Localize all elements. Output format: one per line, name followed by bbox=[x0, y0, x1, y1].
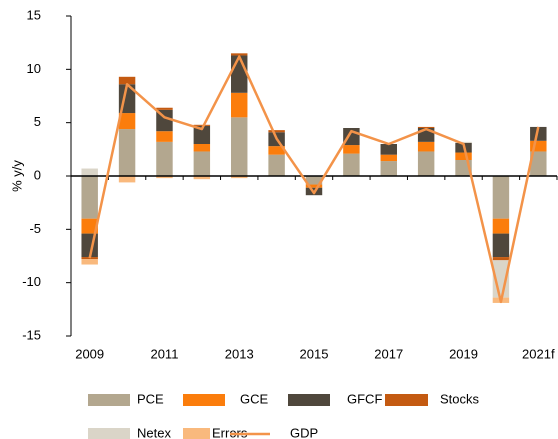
bar-segment bbox=[193, 144, 211, 152]
x-tick-label: 2019 bbox=[449, 346, 478, 361]
legend-swatch bbox=[183, 394, 225, 406]
legend-label: GFCF bbox=[347, 391, 382, 406]
bar-segment bbox=[417, 126, 435, 128]
bar-segment bbox=[417, 151, 435, 176]
bar-segment bbox=[380, 144, 397, 155]
bar-segment bbox=[193, 176, 211, 180]
line-series bbox=[88, 55, 540, 304]
bar-segment bbox=[193, 125, 211, 144]
legend-label: Netex bbox=[137, 425, 171, 439]
bar-segment bbox=[492, 176, 510, 219]
bar-segment bbox=[343, 153, 360, 176]
bar-segment bbox=[492, 257, 510, 261]
x-tick-label: 2021f bbox=[522, 346, 555, 361]
bar-segment bbox=[268, 130, 285, 133]
y-tick-label: -5 bbox=[29, 221, 41, 236]
legend-swatch bbox=[88, 428, 130, 439]
legend-swatch bbox=[288, 394, 330, 406]
bar-segment bbox=[193, 124, 211, 126]
bar-segment bbox=[231, 55, 248, 93]
bar-segment bbox=[81, 257, 98, 260]
bar-segment bbox=[530, 126, 547, 141]
bar-segment bbox=[193, 151, 211, 176]
legend-label: GDP bbox=[290, 425, 318, 439]
bar-segment bbox=[118, 76, 136, 85]
bar-segment bbox=[530, 151, 547, 176]
x-tick-label: 2015 bbox=[300, 346, 329, 361]
bar-segment bbox=[530, 140, 547, 152]
y-tick-label: 0 bbox=[34, 167, 41, 182]
y-tick-label: -15 bbox=[22, 327, 41, 342]
bar-segment bbox=[380, 161, 397, 176]
bar-segment bbox=[492, 218, 510, 234]
legend-label: GCE bbox=[240, 391, 269, 406]
y-tick-label: 5 bbox=[34, 114, 41, 129]
bar-segment bbox=[118, 113, 136, 130]
bar-segment bbox=[231, 117, 248, 176]
bar-segment bbox=[81, 218, 98, 234]
x-tick-label: 2013 bbox=[225, 346, 254, 361]
bar-segment bbox=[231, 92, 248, 118]
bar-segment bbox=[492, 233, 510, 258]
legend-swatch bbox=[183, 428, 210, 439]
y-tick-label: 10 bbox=[27, 61, 41, 76]
bar-segment bbox=[81, 259, 98, 265]
bar-segment bbox=[268, 154, 285, 176]
bar-segment bbox=[455, 152, 472, 160]
x-tick-label: 2017 bbox=[374, 346, 403, 361]
y-axis-label: % y/y bbox=[9, 160, 24, 192]
bar-segment bbox=[231, 176, 248, 179]
bar-segment bbox=[380, 154, 397, 162]
x-tick-label: 2009 bbox=[75, 346, 104, 361]
legend-label: PCE bbox=[137, 391, 164, 406]
bar-segment bbox=[156, 107, 173, 110]
bar-segment bbox=[268, 146, 285, 155]
bar-segment bbox=[81, 168, 98, 176]
bar-segment bbox=[231, 53, 248, 56]
bar-segment bbox=[118, 129, 136, 176]
legend-label: Stocks bbox=[440, 391, 480, 406]
y-tick-label: -10 bbox=[22, 274, 41, 289]
bar-segment bbox=[455, 141, 472, 143]
x-tick-label: 2011 bbox=[150, 346, 178, 361]
bar-segment bbox=[343, 145, 360, 154]
legend-label: Errors bbox=[212, 425, 248, 439]
bar-segment bbox=[156, 141, 173, 176]
bar-segment bbox=[305, 184, 323, 188]
bar-segment bbox=[305, 176, 323, 185]
y-tick-label: 15 bbox=[27, 7, 41, 22]
bar-segment bbox=[81, 176, 98, 219]
bar-segment bbox=[417, 141, 435, 152]
legend-swatch bbox=[88, 394, 130, 406]
legend-swatch bbox=[385, 394, 428, 406]
bar-segment bbox=[118, 176, 136, 183]
bar-segment bbox=[156, 131, 173, 142]
bar-segment bbox=[156, 176, 173, 179]
